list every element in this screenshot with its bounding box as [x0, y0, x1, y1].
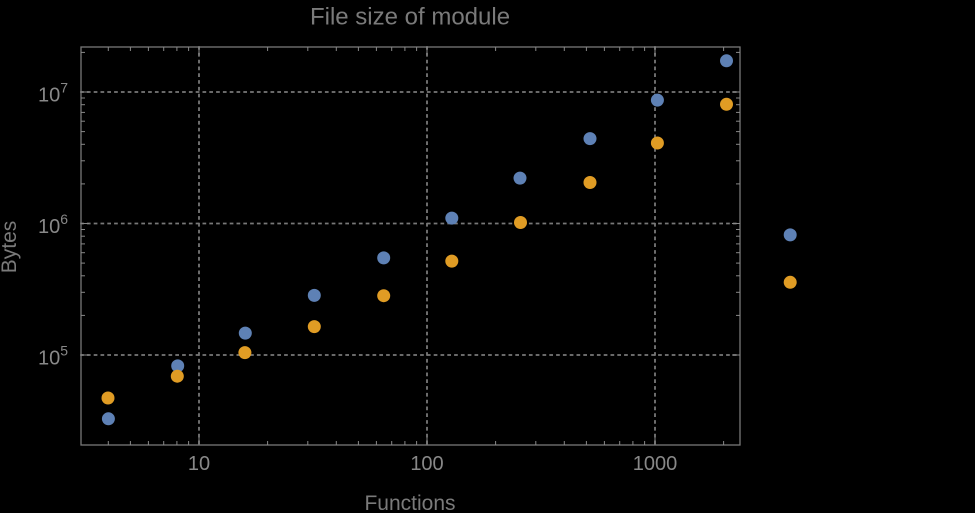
svg-text:Bytes: Bytes — [0, 221, 21, 274]
svg-text:1000: 1000 — [633, 453, 678, 475]
svg-text:100: 100 — [410, 453, 443, 475]
svg-text:Functions: Functions — [364, 492, 455, 513]
svg-text:106: 106 — [38, 211, 68, 238]
svg-text:10: 10 — [188, 453, 210, 475]
svg-text:File size of module: File size of module — [310, 4, 510, 31]
svg-text:105: 105 — [38, 343, 68, 370]
svg-text:107: 107 — [38, 80, 68, 107]
